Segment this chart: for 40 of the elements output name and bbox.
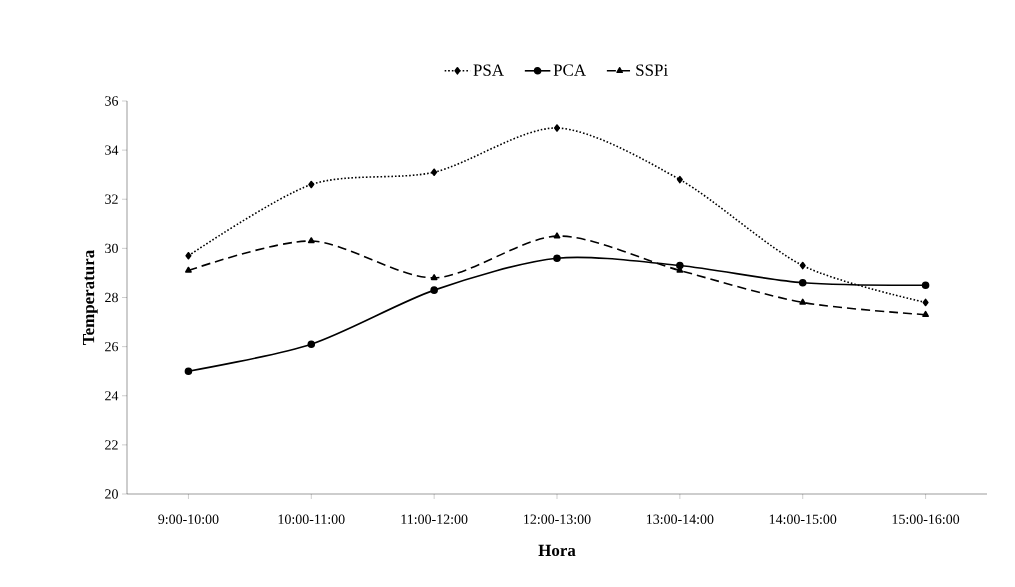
- legend-label: PSA: [473, 64, 504, 76]
- point: [431, 168, 438, 177]
- y-tick-label: 32: [105, 194, 118, 204]
- x-axis-title: Hora: [538, 544, 576, 557]
- point: [308, 180, 315, 189]
- point: [307, 237, 315, 244]
- y-tick-label: 30: [105, 243, 118, 254]
- point: [798, 278, 807, 287]
- y-tick-label: 26: [105, 341, 119, 352]
- x-tick-label: 13:00-14:00: [646, 514, 714, 524]
- y-axis-title: Temperatura: [82, 250, 98, 345]
- y-tick-label: 24: [105, 391, 119, 401]
- x-tick-label: 11:00-12:00: [401, 514, 468, 524]
- x-tick-label: 9:00-10:00: [158, 514, 219, 524]
- point: [922, 310, 929, 317]
- point: [922, 298, 929, 307]
- point: [921, 281, 930, 290]
- legend-label: PCA: [553, 64, 586, 76]
- point: [553, 232, 561, 239]
- point: [676, 175, 683, 184]
- y-tick-label: 36: [105, 96, 119, 106]
- x-tick-label: 12:00-13:00: [524, 514, 591, 524]
- y-tick-label: 28: [105, 292, 118, 303]
- point: [307, 340, 316, 348]
- legend-label: SSPi: [636, 64, 668, 76]
- point: [799, 298, 807, 305]
- point: [799, 261, 806, 270]
- x-tick-label: 10:00-11:00: [278, 514, 345, 524]
- point: [185, 251, 192, 260]
- point: [184, 367, 193, 375]
- point: [553, 124, 561, 132]
- point: [430, 286, 438, 294]
- y-tick-label: 20: [105, 489, 118, 499]
- y-tick-label: 22: [105, 440, 118, 450]
- point: [430, 274, 438, 281]
- point: [185, 266, 192, 273]
- y-tick-label: 34: [105, 145, 119, 155]
- point: [553, 254, 561, 262]
- x-tick-label: 15:00-16:00: [892, 514, 960, 524]
- x-tick-label: 14:00-15:00: [769, 514, 837, 524]
